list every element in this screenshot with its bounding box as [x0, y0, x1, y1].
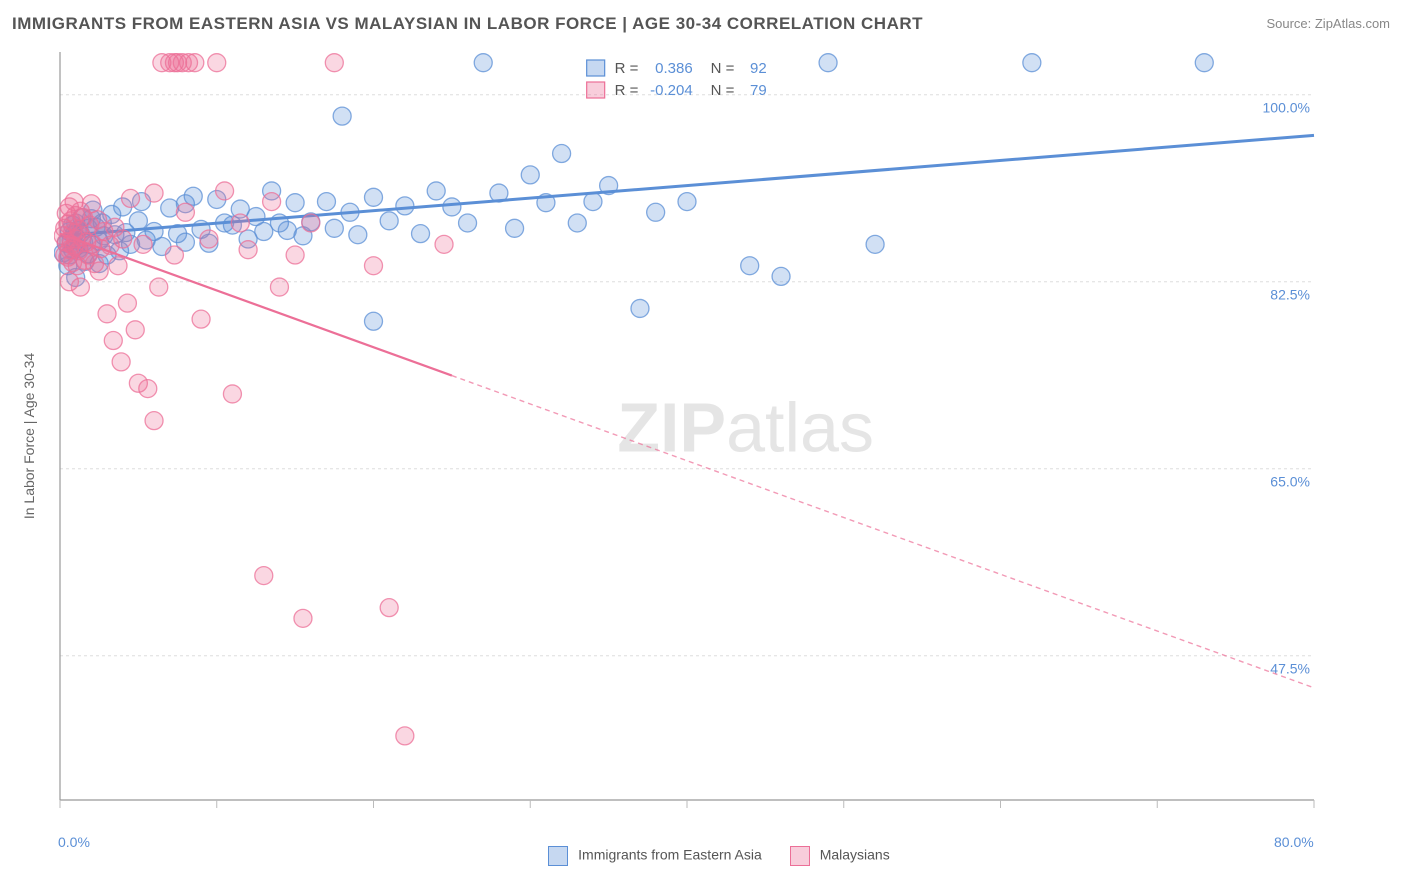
data-point [380, 212, 398, 230]
data-point [223, 385, 241, 403]
chart-title: IMMIGRANTS FROM EASTERN ASIA VS MALAYSIA… [12, 14, 923, 33]
data-point [584, 193, 602, 211]
legend-label: Malaysians [820, 847, 890, 863]
x-tick-label: 80.0% [1274, 834, 1314, 850]
data-point [270, 278, 288, 296]
watermark: ZIPatlas [617, 389, 874, 467]
correlation-legend: R = 0.386 N = 92 R = -0.204 N = 79 [587, 60, 767, 99]
data-point [231, 214, 249, 232]
legend-item-eastern-asia: Immigrants from Eastern Asia [548, 846, 762, 866]
data-point [412, 225, 430, 243]
data-point [349, 226, 367, 244]
data-point [134, 235, 152, 253]
data-point [139, 380, 157, 398]
data-point [263, 193, 281, 211]
data-point [150, 278, 168, 296]
data-point [98, 305, 116, 323]
data-point [239, 241, 257, 259]
data-point [294, 609, 312, 627]
plot-svg: 47.5%65.0%82.5%100.0%ZIPatlasR =0.386N =… [54, 46, 1384, 826]
data-point [192, 310, 210, 328]
source-label: Source: ZipAtlas.com [1266, 16, 1390, 31]
legend-item-malaysians: Malaysians [790, 846, 890, 866]
swatch-icon [790, 846, 810, 866]
data-point [459, 214, 477, 232]
y-tick-label: 65.0% [1270, 474, 1310, 490]
svg-text:R =: R = [615, 60, 639, 77]
y-axis-label: In Labor Force | Age 30-34 [21, 353, 37, 519]
svg-text:N =: N = [711, 60, 735, 77]
data-point [333, 107, 351, 125]
data-point [165, 246, 183, 264]
data-point [506, 219, 524, 237]
chart-container: In Labor Force | Age 30-34 47.5%65.0%82.… [18, 46, 1388, 886]
data-point [255, 567, 273, 585]
y-tick-label: 82.5% [1270, 287, 1310, 303]
data-point [126, 321, 144, 339]
data-point [427, 182, 445, 200]
data-point [553, 145, 571, 163]
data-point [82, 195, 100, 213]
data-point [118, 294, 136, 312]
data-point [71, 278, 89, 296]
svg-text:0.386: 0.386 [655, 60, 693, 77]
data-point [631, 299, 649, 317]
data-point [521, 166, 539, 184]
data-point [129, 212, 147, 230]
trend-line-dashed [452, 376, 1314, 688]
svg-text:92: 92 [750, 60, 767, 77]
data-point [122, 189, 140, 207]
data-point [443, 198, 461, 216]
data-point [647, 203, 665, 221]
data-point [741, 257, 759, 275]
data-point [365, 257, 383, 275]
data-point [772, 267, 790, 285]
data-point [317, 193, 335, 211]
data-point [184, 187, 202, 205]
data-point [145, 412, 163, 430]
data-point [286, 246, 304, 264]
data-point [568, 214, 586, 232]
data-point [866, 235, 884, 253]
data-point [112, 353, 130, 371]
data-point [396, 727, 414, 745]
svg-text:79: 79 [750, 82, 767, 99]
svg-text:N =: N = [711, 82, 735, 99]
y-axis-label-wrap: In Labor Force | Age 30-34 [18, 46, 40, 826]
data-point [90, 262, 108, 280]
series-legend: Immigrants from Eastern Asia Malaysians [54, 836, 1384, 876]
data-point [114, 230, 132, 248]
data-point [435, 235, 453, 253]
data-point [302, 214, 320, 232]
data-point [1195, 54, 1213, 72]
data-point [145, 184, 163, 202]
data-point [396, 197, 414, 215]
data-point [819, 54, 837, 72]
swatch-icon [548, 846, 568, 866]
data-point [104, 332, 122, 350]
data-point [365, 188, 383, 206]
data-point [286, 194, 304, 212]
data-point [200, 230, 218, 248]
data-point [216, 182, 234, 200]
data-point [109, 257, 127, 275]
data-point [365, 312, 383, 330]
data-point [186, 54, 204, 72]
data-point [176, 203, 194, 221]
data-point [474, 54, 492, 72]
svg-text:-0.204: -0.204 [650, 82, 693, 99]
data-point [380, 599, 398, 617]
y-tick-label: 100.0% [1263, 100, 1310, 116]
data-point [678, 193, 696, 211]
x-tick-label: 0.0% [58, 834, 90, 850]
data-point [208, 54, 226, 72]
data-point [325, 54, 343, 72]
scatter-plot: 47.5%65.0%82.5%100.0%ZIPatlasR =0.386N =… [54, 46, 1384, 826]
data-point [1023, 54, 1041, 72]
svg-text:R =: R = [615, 82, 639, 99]
legend-label: Immigrants from Eastern Asia [578, 847, 762, 863]
data-point [325, 219, 343, 237]
